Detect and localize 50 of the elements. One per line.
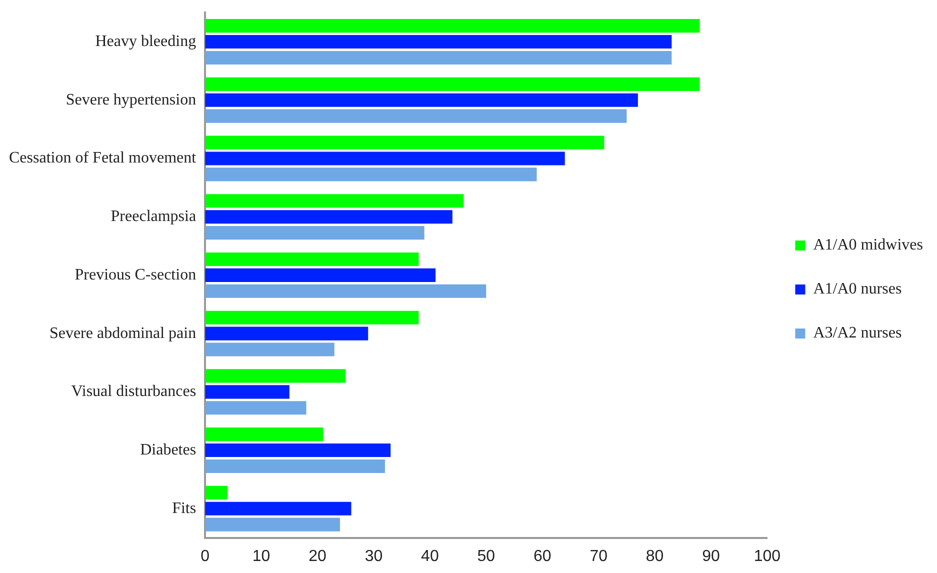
y-tick-label: Visual disturbances (71, 383, 196, 400)
x-tick-label: 10 (252, 548, 270, 565)
x-tick-label: 20 (308, 548, 327, 565)
bar (205, 486, 228, 500)
bar (205, 518, 340, 532)
bar (205, 93, 638, 107)
bar (205, 284, 486, 298)
y-tick-label: Diabetes (140, 441, 196, 458)
bar (205, 310, 419, 324)
x-tick-label: 70 (590, 548, 608, 565)
y-tick-label: Fits (172, 500, 196, 517)
bar (205, 459, 385, 473)
bar (205, 194, 464, 208)
y-tick-label: Previous C-section (74, 266, 196, 284)
y-tick-label: Heavy bleeding (95, 32, 196, 50)
bar (205, 428, 324, 442)
x-tick-label: 0 (200, 548, 210, 565)
y-tick-label: Preeclampsia (110, 208, 196, 226)
bar (205, 502, 352, 516)
y-tick-label: Cessation of Fetal movement (9, 150, 197, 167)
y-tick-label: Severe hypertension (66, 91, 196, 108)
bar (205, 268, 436, 282)
bar (205, 326, 368, 340)
x-tick-label: 50 (477, 548, 496, 565)
y-tick-label: Severe abdominal pain (49, 324, 196, 342)
x-tick-label: 60 (533, 548, 552, 565)
bar (205, 77, 700, 91)
bar (205, 136, 604, 150)
bar (205, 342, 334, 356)
bar (205, 19, 700, 33)
x-tick-label: 40 (421, 548, 439, 565)
bar (205, 210, 452, 224)
x-tick-label: 30 (364, 548, 383, 565)
legend-label: A1/A0 nurses (813, 280, 902, 298)
bar (205, 152, 565, 166)
legend-label: A3/A2 nurses (813, 324, 902, 342)
bar (205, 443, 391, 458)
bar (205, 252, 419, 266)
bar (205, 226, 424, 240)
legend-label: A1/A0 midwives (813, 236, 924, 254)
bar (205, 369, 346, 383)
bar (205, 401, 306, 415)
x-tick-label: 80 (646, 548, 664, 565)
bar (205, 385, 290, 399)
x-tick-label: 90 (702, 548, 720, 565)
bar (205, 168, 537, 182)
x-tick-label: 100 (754, 548, 781, 565)
bar (205, 35, 672, 49)
bar (205, 109, 627, 123)
bar (205, 50, 672, 65)
